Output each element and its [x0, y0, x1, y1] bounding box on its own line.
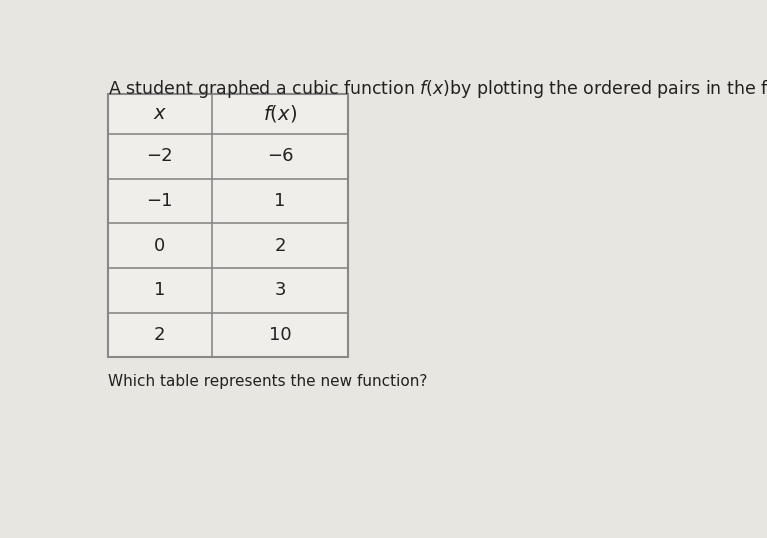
Text: 2: 2 — [274, 237, 285, 254]
Text: $f(x)$: $f(x)$ — [263, 103, 297, 124]
Text: 1: 1 — [154, 281, 166, 299]
Text: 3: 3 — [274, 281, 285, 299]
Text: −1: −1 — [146, 192, 173, 210]
Text: 1: 1 — [275, 192, 285, 210]
Text: Which table represents the new function?: Which table represents the new function? — [107, 374, 427, 389]
Bar — [107, 94, 347, 357]
Text: −2: −2 — [146, 147, 173, 165]
Text: 2: 2 — [154, 326, 166, 344]
Text: A student graphed a cubic function $f(x)$by plotting the ordered pairs in the fo: A student graphed a cubic function $f(x)… — [107, 79, 767, 101]
Text: 10: 10 — [268, 326, 291, 344]
Text: 0: 0 — [154, 237, 166, 254]
Text: −6: −6 — [267, 147, 293, 165]
Text: $x$: $x$ — [153, 104, 167, 123]
